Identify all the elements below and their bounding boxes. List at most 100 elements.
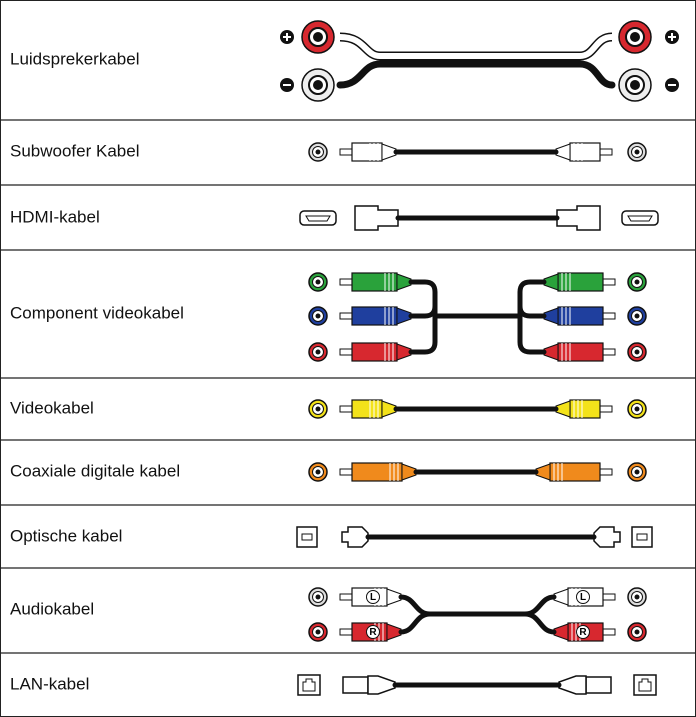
channel-label: R bbox=[369, 627, 377, 638]
cable bbox=[408, 279, 438, 319]
channel-label: L bbox=[580, 592, 586, 603]
plug-boot bbox=[553, 623, 569, 641]
channel-label: R bbox=[579, 627, 587, 638]
channel-label: L bbox=[370, 592, 376, 603]
plug-pin bbox=[339, 348, 353, 356]
terminal-core bbox=[313, 80, 323, 90]
plug-boot bbox=[543, 273, 559, 291]
plug-pin bbox=[339, 405, 353, 413]
row-label: HDMI-kabel bbox=[10, 207, 100, 226]
channel-badge bbox=[366, 590, 380, 604]
hdmi-slot bbox=[627, 215, 653, 222]
hdmi-plug bbox=[556, 205, 601, 231]
plug-boot bbox=[381, 143, 397, 161]
plug-pin bbox=[602, 278, 616, 286]
jack-pin bbox=[315, 349, 321, 355]
jack-pin bbox=[634, 349, 640, 355]
hdmi-port bbox=[299, 210, 337, 226]
cable bbox=[517, 303, 547, 319]
plug-boot bbox=[543, 307, 559, 325]
plug-boot bbox=[381, 400, 397, 418]
cable bbox=[522, 611, 557, 635]
lan-port bbox=[297, 674, 321, 696]
jack-pin bbox=[634, 594, 640, 600]
cable bbox=[398, 611, 433, 635]
hdmi-slot bbox=[305, 215, 331, 222]
jack-pin bbox=[315, 469, 321, 475]
jack-pin bbox=[315, 279, 321, 285]
speaker-wire bbox=[339, 34, 613, 59]
plug-pin bbox=[339, 278, 353, 286]
plug-pin bbox=[339, 312, 353, 320]
jack-pin bbox=[315, 594, 321, 600]
plug-pin bbox=[602, 312, 616, 320]
plug-pin bbox=[599, 405, 613, 413]
jack-pin bbox=[315, 406, 321, 412]
plug-pin bbox=[602, 593, 616, 601]
lan-port bbox=[633, 674, 657, 696]
plug-boot bbox=[386, 588, 402, 606]
plug-boot bbox=[555, 143, 571, 161]
terminal-core bbox=[630, 80, 640, 90]
cable bbox=[408, 313, 438, 355]
cable bbox=[408, 303, 438, 319]
row-label: Videokabel bbox=[10, 398, 94, 417]
plug-boot bbox=[396, 273, 412, 291]
plug-boot bbox=[555, 400, 571, 418]
optical-slot bbox=[636, 533, 648, 541]
jack-pin bbox=[315, 629, 321, 635]
plug-body bbox=[351, 306, 398, 326]
lan-boot bbox=[367, 675, 396, 695]
plug-boot bbox=[535, 463, 551, 481]
jack-pin bbox=[634, 149, 640, 155]
plug-body bbox=[557, 306, 604, 326]
optical-plug bbox=[593, 526, 621, 548]
jack-pin bbox=[634, 406, 640, 412]
plug-body bbox=[557, 272, 604, 292]
jack-pin bbox=[634, 629, 640, 635]
jack-pin bbox=[634, 469, 640, 475]
jack-pin bbox=[634, 279, 640, 285]
hdmi-port bbox=[621, 210, 659, 226]
lan-slot bbox=[638, 678, 652, 692]
plug-pin bbox=[602, 628, 616, 636]
hdmi-plug bbox=[354, 205, 399, 231]
lan-boot bbox=[558, 675, 587, 695]
plug-boot bbox=[553, 588, 569, 606]
row-label: LAN-kabel bbox=[10, 674, 89, 693]
plug-pin bbox=[339, 148, 353, 156]
plug-boot bbox=[396, 307, 412, 325]
plug-pin bbox=[339, 628, 353, 636]
cable bbox=[517, 279, 547, 319]
optical-plug bbox=[341, 526, 369, 548]
plug-pin bbox=[339, 593, 353, 601]
cable bbox=[517, 313, 547, 355]
terminal-core bbox=[313, 32, 323, 42]
plug-pin bbox=[339, 468, 353, 476]
plug-pin bbox=[602, 348, 616, 356]
plug-body bbox=[557, 342, 604, 362]
row-label: Luidsprekerkabel bbox=[10, 49, 139, 68]
lan-plug bbox=[585, 676, 612, 694]
row-label: Subwoofer Kabel bbox=[10, 141, 139, 160]
lan-plug bbox=[342, 676, 369, 694]
plug-boot bbox=[401, 463, 417, 481]
plug-body bbox=[351, 342, 398, 362]
row-label: Audiokabel bbox=[10, 599, 94, 618]
channel-badge bbox=[366, 625, 380, 639]
channel-badge bbox=[576, 625, 590, 639]
plug-body bbox=[351, 272, 398, 292]
plug-boot bbox=[396, 343, 412, 361]
row-label: Component videokabel bbox=[10, 303, 184, 322]
plug-pin bbox=[599, 148, 613, 156]
terminal-core bbox=[630, 32, 640, 42]
optical-slot bbox=[301, 533, 313, 541]
jack-pin bbox=[634, 313, 640, 319]
jack-pin bbox=[315, 313, 321, 319]
jack-pin bbox=[315, 149, 321, 155]
row-label: Optische kabel bbox=[10, 526, 122, 545]
plug-pin bbox=[599, 468, 613, 476]
plug-boot bbox=[543, 343, 559, 361]
channel-badge bbox=[576, 590, 590, 604]
